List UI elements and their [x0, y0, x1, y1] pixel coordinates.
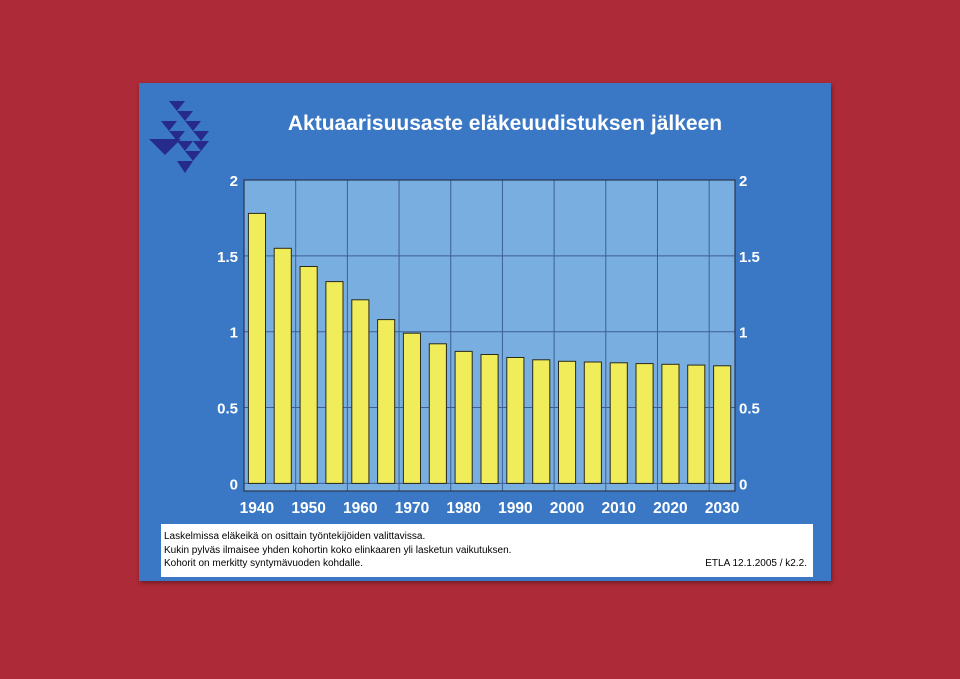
bar-1980	[454, 350, 473, 484]
x-tick-label: 1960	[343, 500, 377, 517]
y-tick-label-right: 2	[739, 173, 747, 190]
bar-2025	[687, 364, 706, 484]
x-tick-label: 2030	[705, 500, 739, 517]
y-tick-label-right: 1	[739, 325, 747, 342]
x-tick-label: 2000	[550, 500, 584, 517]
y-tick-label-left: 2	[230, 173, 238, 190]
x-tick-label: 1980	[446, 500, 480, 517]
x-tick-label: 2010	[601, 500, 635, 517]
bar-1940	[247, 212, 267, 484]
bar-2010	[609, 362, 628, 484]
bar-2030	[713, 365, 732, 484]
bar-1995	[532, 359, 551, 484]
y-tick-label-left: 1	[230, 325, 238, 342]
etla-triangles-logo-icon	[149, 101, 209, 173]
bar-1990	[506, 357, 525, 484]
x-tick-label: 1950	[291, 500, 325, 517]
x-tick-label: 1990	[498, 500, 532, 517]
bar-1960	[351, 299, 370, 484]
x-tick-label: 1940	[240, 500, 274, 517]
bar-1985	[480, 354, 499, 484]
bar-1970	[402, 332, 421, 484]
y-tick-label-right: 0.5	[739, 401, 760, 418]
y-tick-label-right: 1.5	[739, 249, 760, 266]
slide: Aktuaarisuusaste eläkeuudistuksen jälkee…	[139, 83, 831, 581]
caption-line-1: Laskelmissa eläkeikä on osittain työntek…	[164, 531, 426, 542]
bar-2020	[661, 363, 680, 484]
x-tick-label: 1970	[395, 500, 429, 517]
y-tick-label-right: 0	[739, 476, 747, 493]
caption-line-2: Kukin pylväs ilmaisee yhden kohortin kok…	[164, 544, 512, 556]
y-tick-label-left: 0	[230, 476, 238, 493]
y-tick-label-left: 0.5	[217, 401, 238, 418]
caption-line-3: Kohorit on merkitty syntymävuoden kohdal…	[164, 558, 363, 569]
bar-2000	[558, 360, 577, 484]
bar-1950	[299, 266, 318, 484]
source-reference: ETLA 12.1.2005 / k2.2.	[705, 558, 807, 569]
bar-1955	[325, 281, 344, 484]
bar-2005	[583, 361, 602, 484]
y-tick-label-left: 1.5	[217, 249, 238, 266]
bar-1975	[428, 343, 447, 484]
caption-box: Laskelmissa eläkeikä on osittain työntek…	[161, 524, 813, 577]
plot-frame	[243, 179, 736, 492]
bar-1965	[377, 319, 396, 484]
chart-title: Aktuaarisuusaste eläkeuudistuksen jälkee…	[287, 112, 723, 135]
x-tick-label: 2020	[653, 500, 687, 517]
bar-2015	[635, 363, 654, 484]
bar-1945	[273, 247, 292, 484]
